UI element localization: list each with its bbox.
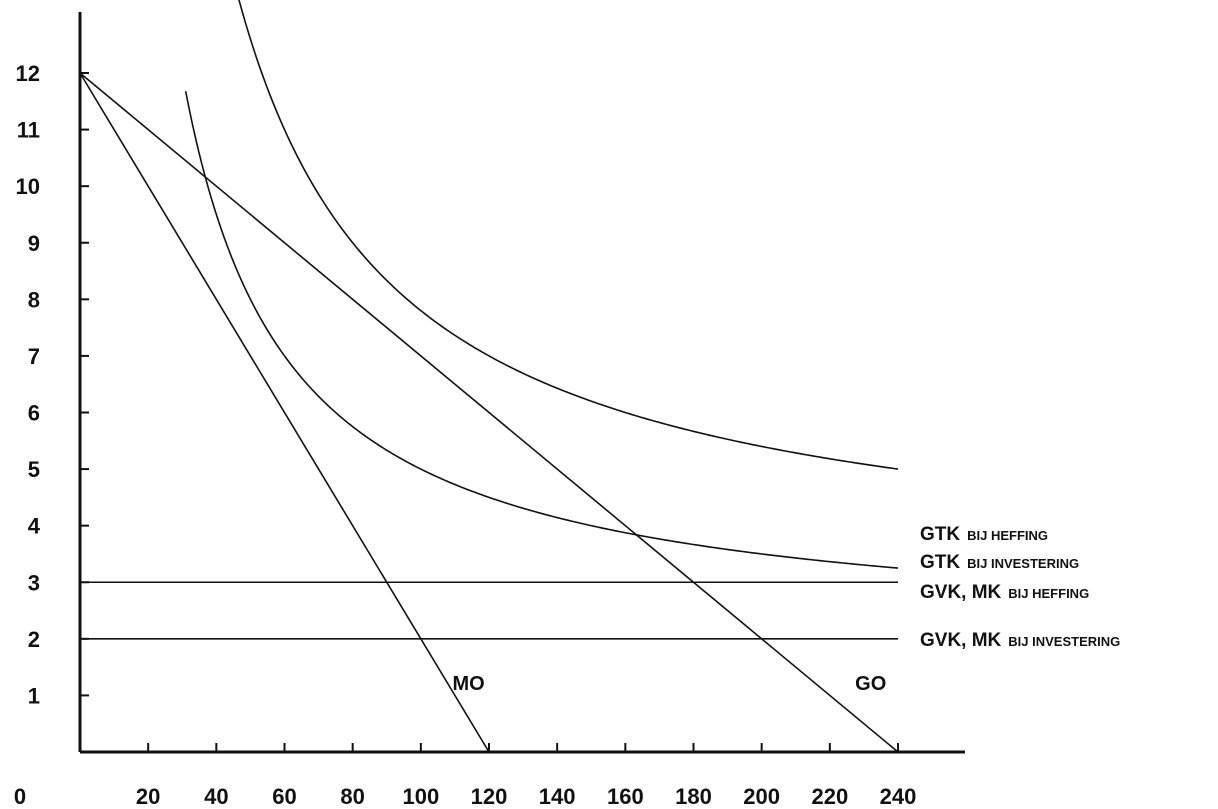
- y-tick-label-8: 8: [28, 287, 40, 312]
- series-label-go: GO: [855, 673, 886, 695]
- series-gtk-bij-investering: [184, 91, 899, 569]
- y-tick-label-7: 7: [28, 344, 40, 369]
- y-tick-label-5: 5: [28, 457, 40, 482]
- series-label-gtk-bij-heffing: GTK BIJ HEFFING: [920, 524, 1048, 545]
- y-tick-label-1: 1: [28, 683, 40, 708]
- y-tick-label-12: 12: [16, 61, 40, 86]
- series-label-gvk-mk-bij-heffing: GVK, MK BIJ HEFFING: [920, 582, 1089, 603]
- y-tick-label-10: 10: [16, 174, 40, 199]
- y-tick-label-3: 3: [28, 570, 40, 595]
- x-tick-label-240: 240: [880, 784, 917, 809]
- origin-label: 0: [14, 784, 26, 809]
- x-tick-label-60: 60: [272, 784, 296, 809]
- x-tick-label-40: 40: [204, 784, 228, 809]
- x-tick-label-20: 20: [136, 784, 160, 809]
- series-go: [79, 72, 899, 753]
- y-tick-label-11: 11: [17, 118, 40, 143]
- x-tick-label-220: 220: [811, 784, 848, 809]
- x-tick-label-140: 140: [539, 784, 576, 809]
- x-tick-label-120: 120: [471, 784, 508, 809]
- curves: [79, 0, 899, 753]
- x-tick-label-100: 100: [402, 784, 439, 809]
- series-label-gtk-bij-investering: GTK BIJ INVESTERING: [920, 552, 1079, 573]
- y-tick-label-2: 2: [28, 627, 40, 652]
- labels: GO MO GTK BIJ HEFFING GTK BIJ INVESTERING GVK,…: [452, 524, 1120, 695]
- y-tick-label-4: 4: [28, 514, 41, 539]
- series-label-gvk-mk-bij-investering: GVK, MK BIJ INVESTERING: [920, 630, 1120, 651]
- x-tick-label-180: 180: [675, 784, 712, 809]
- y-tick-label-9: 9: [28, 231, 40, 256]
- series-gtk-bij-heffing: [238, 0, 899, 470]
- x-tick-label-80: 80: [340, 784, 364, 809]
- x-tick-label-200: 200: [743, 784, 780, 809]
- x-tick-label-160: 160: [607, 784, 644, 809]
- series-mo: [79, 72, 490, 753]
- y-tick-label-6: 6: [28, 401, 40, 426]
- series-label-mo: MO: [452, 673, 484, 695]
